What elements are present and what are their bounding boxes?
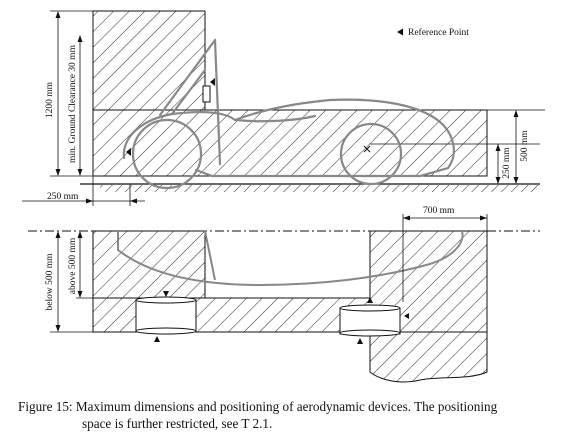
dim-label-700: 700 mm (423, 206, 455, 216)
dim-label-right-lower: 250 mm (502, 147, 512, 179)
reference-point-marker (404, 313, 409, 319)
dim-ground-clearance (77, 35, 83, 176)
top-rear-wing-zone (369, 331, 488, 383)
reference-point-marker (163, 291, 169, 297)
dim-label-right-upper: 500 mm (520, 130, 530, 162)
dim-label-250-overhang: 250 mm (47, 192, 79, 202)
legend-marker-icon (397, 28, 403, 36)
car-side-outline (122, 38, 455, 190)
dim-right (487, 109, 545, 184)
side-view: 1200 mm min. Ground Clearance 30 mm 250 … (22, 10, 545, 206)
reference-point-marker (363, 145, 371, 153)
dim-250-overhang (22, 176, 145, 206)
driver-head-restraint (202, 85, 211, 103)
reference-point-marker (210, 78, 215, 86)
top-envelope-zone (92, 230, 206, 299)
caption-line-2: space is further restricted, see T 2.1. (82, 416, 273, 431)
dim-1200 (50, 10, 93, 177)
upper-envelope-zone (92, 10, 206, 111)
top-view: 700 mm below 500 mm above 500 mm (28, 206, 540, 383)
figure-caption: Figure 15: Maximum dimensions and positi… (18, 398, 566, 432)
dim-700 (402, 214, 488, 302)
front-wheel-top (135, 296, 197, 335)
reference-point-marker (154, 336, 160, 342)
car-top-outline (117, 230, 464, 287)
caption-line-1: Maximum dimensions and positioning of ae… (75, 399, 498, 414)
ground-line (80, 183, 540, 192)
reference-point-marker (126, 148, 131, 156)
front-wheel (131, 118, 203, 190)
legend-label: Reference Point (408, 27, 469, 38)
aero-dimensions-figure: 1200 mm min. Ground Clearance 30 mm 250 … (22, 10, 545, 383)
rear-wheel-top (339, 304, 401, 337)
rear-wheel (339, 122, 403, 186)
dim-label-above: above 500 mm (68, 237, 78, 294)
reference-point-marker (357, 338, 363, 344)
dim-label-below: below 500 mm (45, 253, 55, 311)
dim-label-ground-clearance: min. Ground Clearance 30 mm (68, 44, 78, 163)
dim-below-above (50, 231, 93, 333)
dim-label-1200: 1200 mm (45, 81, 55, 118)
reference-point-marker (367, 297, 373, 303)
caption-label: Figure 15: (18, 399, 73, 414)
